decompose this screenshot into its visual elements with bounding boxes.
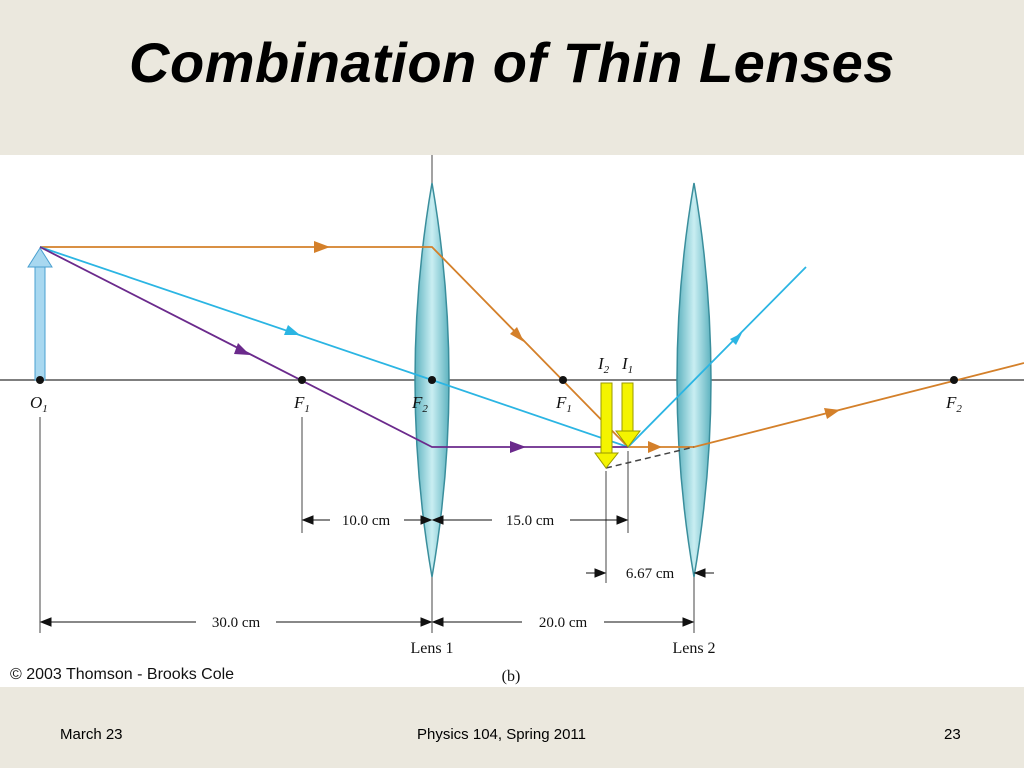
- ray-blue-arrow-1: [284, 325, 300, 335]
- ray-dashed-extension: [605, 446, 695, 469]
- ray-orange: [40, 246, 1024, 448]
- dimension-30cm: [39, 617, 433, 627]
- footer-course: Physics 104, Spring 2011: [417, 726, 586, 743]
- lens-diagram-svg: O1 F1 F2 F1 F2 I2 I1 10.0 cm 15.0 cm: [0, 155, 1024, 685]
- copyright-text: © 2003 Thomson - Brooks Cole: [10, 666, 235, 683]
- lens2-label: Lens 2: [672, 640, 715, 657]
- label-i1: I1: [621, 354, 633, 376]
- label-o1: O1: [30, 393, 48, 415]
- label-f2-right: F2: [945, 393, 962, 415]
- ray-orange-arrow-4: [824, 408, 840, 419]
- ray-purple-arrow-2: [510, 441, 526, 453]
- label-f2-left: F2: [411, 393, 428, 415]
- panel-label: (b): [502, 668, 521, 685]
- object-arrow: [27, 247, 53, 381]
- dimension-30cm-label: 30.0 cm: [212, 615, 261, 631]
- footer-date: March 23: [60, 726, 123, 743]
- ray-blue: [39, 246, 807, 449]
- dimension-10cm: [301, 515, 433, 525]
- dimension-10cm-label: 10.0 cm: [342, 513, 391, 529]
- dimension-15cm: [431, 515, 629, 525]
- image-arrow-i2: [594, 382, 620, 469]
- dimension-15cm-label: 15.0 cm: [506, 513, 555, 529]
- lens1-label: Lens 1: [410, 640, 453, 657]
- label-i2: I2: [597, 354, 610, 376]
- lens-diagram-figure: O1 F1 F2 F1 F2 I2 I1 10.0 cm 15.0 cm: [0, 155, 1024, 687]
- point-o1: [36, 376, 44, 384]
- point-f1-left: [298, 376, 306, 384]
- dimension-20cm-label: 20.0 cm: [539, 615, 588, 631]
- ray-orange-arrow-2: [510, 327, 524, 342]
- point-f1-right: [559, 376, 567, 384]
- label-f1-left: F1: [293, 393, 310, 415]
- dimension-667cm: [586, 568, 714, 578]
- label-f1-right: F1: [555, 393, 572, 415]
- footer-page-number: 23: [944, 726, 961, 743]
- ray-blue-arrow-2: [730, 333, 742, 345]
- ray-purple: [39, 246, 628, 448]
- slide-title: Combination of Thin Lenses: [129, 31, 895, 94]
- point-f2-left: [428, 376, 436, 384]
- image-arrow-i1: [615, 382, 641, 448]
- ray-orange-arrow-3: [648, 441, 662, 453]
- ray-purple-arrow-1: [234, 343, 250, 355]
- dimension-20cm: [431, 617, 695, 627]
- dimension-667cm-label: 6.67 cm: [626, 566, 675, 582]
- ray-orange-arrow-1: [314, 241, 330, 253]
- point-f2-right: [950, 376, 958, 384]
